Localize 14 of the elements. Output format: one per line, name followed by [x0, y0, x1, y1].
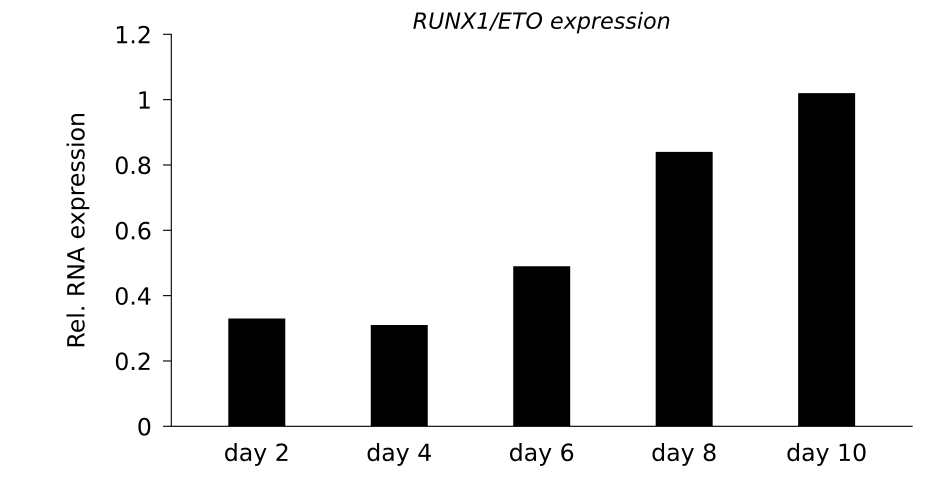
x-tick-label: day 8 [652, 442, 716, 466]
x-tick-label: day 6 [510, 442, 574, 466]
y-tick-label: 0.8 [116, 156, 150, 174]
x-tick-label: day 2 [225, 442, 288, 466]
y-tick-label: 0.2 [116, 352, 150, 370]
chart-title: RUNX1/ETO expression [413, 12, 670, 34]
y-tick-label: 1.2 [116, 26, 150, 44]
y-tick-label: 0.4 [116, 287, 151, 305]
x-tick-label: day 4 [368, 442, 431, 466]
y-tick-label: 0 [138, 418, 150, 436]
y-axis-title: Rel. RNA expression [66, 114, 90, 346]
x-tick-label: day 10 [787, 442, 866, 466]
y-tick-label: 1 [139, 91, 150, 109]
y-tick-label: 0.6 [116, 222, 150, 240]
